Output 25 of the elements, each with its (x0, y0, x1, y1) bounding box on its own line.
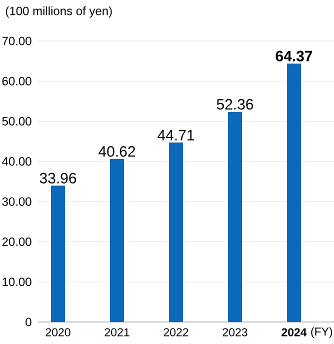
bar (228, 112, 242, 322)
y-tick-label: 70.00 (2, 36, 32, 46)
y-tick-label: 20.00 (2, 237, 32, 246)
y-tick-label: 40.00 (2, 157, 32, 166)
data-label: 52.36 (216, 99, 254, 110)
data-label: 64.37 (276, 50, 312, 62)
y-tick-label: 10.00 (2, 278, 32, 286)
bar (110, 158, 124, 322)
data-label: 33.96 (40, 172, 76, 184)
data-label: 40.62 (98, 146, 136, 157)
y-tick-label: 50.00 (2, 117, 32, 126)
x-tick-label: 2024 (282, 328, 307, 336)
y-tick-label: 30.00 (2, 197, 32, 206)
x-tick-label: 2022 (164, 328, 188, 336)
x-tick-label: 2020 (46, 328, 70, 336)
x-tick-label: 2021 (104, 328, 130, 336)
bar (287, 64, 301, 322)
y-tick-label: 60.00 (2, 76, 32, 86)
x-axis-title: (FY) (311, 327, 332, 338)
y-tick-label: 0 (26, 318, 32, 326)
data-label: 44.71 (158, 130, 194, 140)
x-tick-label: 2023 (222, 328, 248, 336)
y-axis-title: (100 millions of yen) (6, 6, 112, 18)
bar (169, 142, 183, 322)
bar (51, 186, 65, 322)
